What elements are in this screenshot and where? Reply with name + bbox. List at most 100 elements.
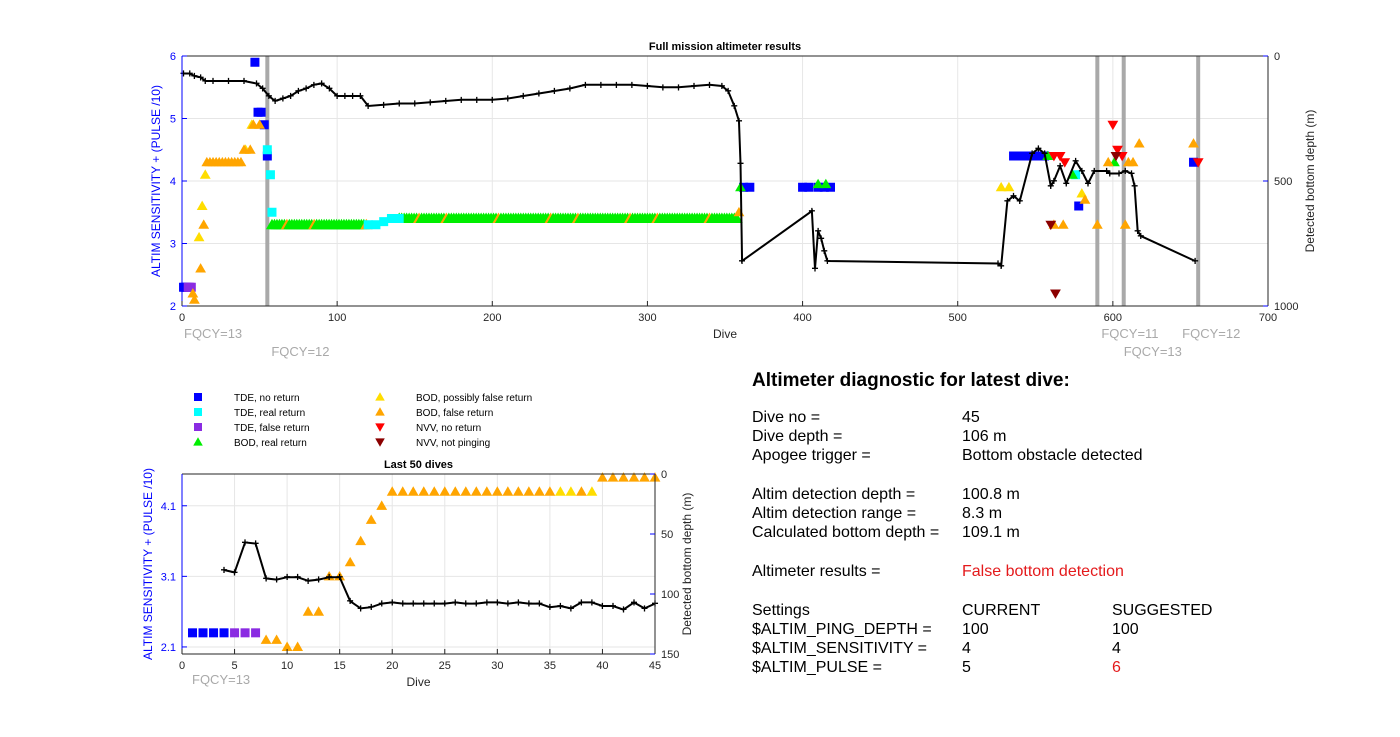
bod-false-marker [491,486,503,496]
depth-point: + [186,67,193,81]
depth-point: + [824,254,831,268]
bod-false-marker [365,514,377,524]
depth-point: + [597,78,604,92]
tde-no-return-marker [798,182,808,192]
depth-point: + [1063,177,1070,191]
depth-point: + [815,224,822,238]
y-axis-label: ALTIM SENSITIVITY + (PULSE /10) [141,468,155,660]
results-value: False bottom detection [962,563,1124,580]
bod-false-marker [1127,156,1139,167]
dive-depth-value: 106 m [962,428,1007,445]
pulse-label: $ALTIM_PULSE = [752,659,882,676]
altim-depth-label: Altim detection depth = [752,486,916,503]
depth-point: + [515,595,522,609]
bod-false-marker [1091,219,1103,229]
y2-tick-label: 150 [661,649,679,661]
depth-point: + [690,79,697,93]
depth-point: + [180,67,187,81]
dive-no-row: Dive no = 45 [752,408,1372,427]
depth-point: + [1103,164,1110,178]
depth-point: + [1137,229,1144,243]
calc-depth-row: Calculated bottom depth = 109.1 m [752,523,1372,542]
depth-point: + [442,94,449,108]
y-tick-label: 2 [170,301,176,313]
bod-false-marker [189,294,200,304]
suggested-header: SUGGESTED [1112,602,1213,619]
pulse-row: $ALTIM_PULSE = 5 6 [752,658,1372,677]
sensitivity-suggested: 4 [1112,640,1121,657]
y2-tick-label: 0 [1274,51,1280,63]
depth-point: + [588,595,595,609]
depth-point: + [1047,179,1054,193]
depth-point: + [578,595,585,609]
legend-marker [194,393,202,401]
tde-real-return-marker [386,214,396,223]
bod-false-marker [597,472,608,482]
sensitivity-label: $ALTIM_SENSITIVITY = [752,640,928,657]
tde-real-return-marker [371,220,381,230]
depth-point: + [368,600,375,614]
bod-false-marker [418,486,430,496]
bod-false-marker [244,144,256,154]
tde-no-return-marker [198,628,208,638]
depth-point: + [399,597,406,611]
apogee-label: Apogee trigger = [752,447,871,464]
bod-false-marker [502,486,514,496]
bod-false-marker [470,486,482,496]
depth-point: + [613,78,620,92]
depth-point: + [231,565,238,579]
x-tick-label: 10 [281,660,293,672]
depth-point: + [1128,167,1135,181]
legend-label: BOD, possibly false return [416,393,532,404]
y-tick-label: 5 [170,114,176,126]
depth-point: + [295,84,302,98]
nvv-no-return-marker [1107,120,1119,131]
legend-label: BOD, real return [234,438,307,449]
x-tick-label: 20 [386,660,398,672]
bod-false-marker [544,486,556,496]
depth-point: + [737,157,744,171]
nvv-not-pinging-marker [1050,289,1061,299]
y-tick-label: 3 [170,239,176,251]
depth-point: + [494,595,501,609]
depth-point: + [357,89,364,103]
dive-no-value: 45 [962,409,980,426]
depth-point: + [272,94,279,108]
depth-point: + [1122,164,1129,178]
depth-point: + [520,89,527,103]
depth-point: + [252,537,259,551]
bod-false-marker [1057,219,1069,229]
depth-point: + [1057,159,1064,173]
plot-area [182,474,655,654]
tde-real-return-marker [1071,170,1081,180]
bod-real-return-marker [812,178,824,189]
depth-point: + [431,597,438,611]
depth-point: + [279,92,286,106]
tde-real-return-marker [265,170,275,180]
depth-point: + [225,74,232,88]
depth-point: + [259,82,266,96]
depth-point: + [357,601,364,615]
calc-depth-label: Calculated bottom depth = [752,524,940,541]
legend-item: BOD, real return [193,437,307,449]
fqcy-label: FQCY=13 [1124,344,1182,359]
y2-tick-label: 1000 [1274,301,1298,313]
legend-item: NVV, no return [375,423,481,434]
bod-false-marker [235,156,247,167]
nvv-no-return-marker [1192,158,1204,168]
tde-real-return-marker [394,214,404,223]
y2-axis-label: Detected bottom depth (m) [1303,110,1317,253]
depth-point: + [380,98,387,112]
x-tick-label: 35 [544,660,556,672]
depth-point: + [1072,154,1079,168]
x-tick-label: 300 [638,312,656,324]
depth-point: + [659,80,666,94]
x-tick-label: 5 [231,660,237,672]
altim-depth-row: Altim detection depth = 100.8 m [752,485,1372,504]
bod-false-marker [355,535,367,546]
altim-range-value: 8.3 m [962,505,1003,522]
depth-point: + [221,563,228,577]
depth-point: + [305,574,312,588]
depth-point: + [557,599,564,613]
bod-false-marker [407,486,419,496]
